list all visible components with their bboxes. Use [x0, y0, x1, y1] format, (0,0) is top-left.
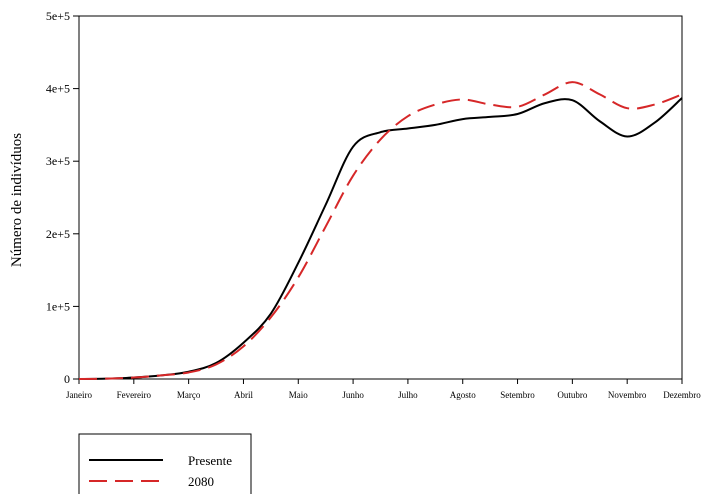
- x-tick-label: Junho: [342, 390, 364, 400]
- y-axis-label: Número de indivíduos: [9, 133, 25, 267]
- legend-label: Presente: [188, 453, 232, 468]
- x-tick-label: Julho: [398, 390, 418, 400]
- y-tick-label: 3e+5: [46, 154, 70, 168]
- y-tick-label: 2e+5: [46, 227, 70, 241]
- legend: Presente 2080: [78, 433, 252, 494]
- x-tick-label: Agosto: [450, 390, 477, 400]
- y-tick-label: 5e+5: [46, 9, 70, 23]
- series-line-2080: [78, 81, 683, 380]
- series-layer: [78, 81, 683, 380]
- y-tick-label: 1e+5: [46, 299, 70, 313]
- axes: 0 1e+5 2e+5 3e+5 4e+5 5e+5 Janeiro Fevereiro Mar…: [46, 9, 701, 400]
- y-tick-label: 4e+5: [46, 82, 70, 96]
- x-tick-label: Abril: [234, 390, 253, 400]
- y-tick-label: 0: [64, 372, 70, 386]
- x-tick-label: Dezembro: [663, 390, 701, 400]
- x-tick-label: Janeiro: [66, 390, 92, 400]
- series-line-presente: [78, 97, 683, 380]
- x-tick-label: Fevereiro: [117, 390, 152, 400]
- x-tick-label: Maio: [289, 390, 308, 400]
- x-tick-label: Setembro: [500, 390, 535, 400]
- legend-box: [78, 433, 252, 494]
- y-axis-label-group: Número de indivíduos: [9, 133, 25, 267]
- x-tick-label: Novembro: [608, 390, 647, 400]
- x-tick-label: Março: [177, 390, 201, 400]
- plot-frame: [78, 15, 683, 380]
- x-tick-label: Outubro: [557, 390, 587, 400]
- legend-label: 2080: [188, 474, 214, 489]
